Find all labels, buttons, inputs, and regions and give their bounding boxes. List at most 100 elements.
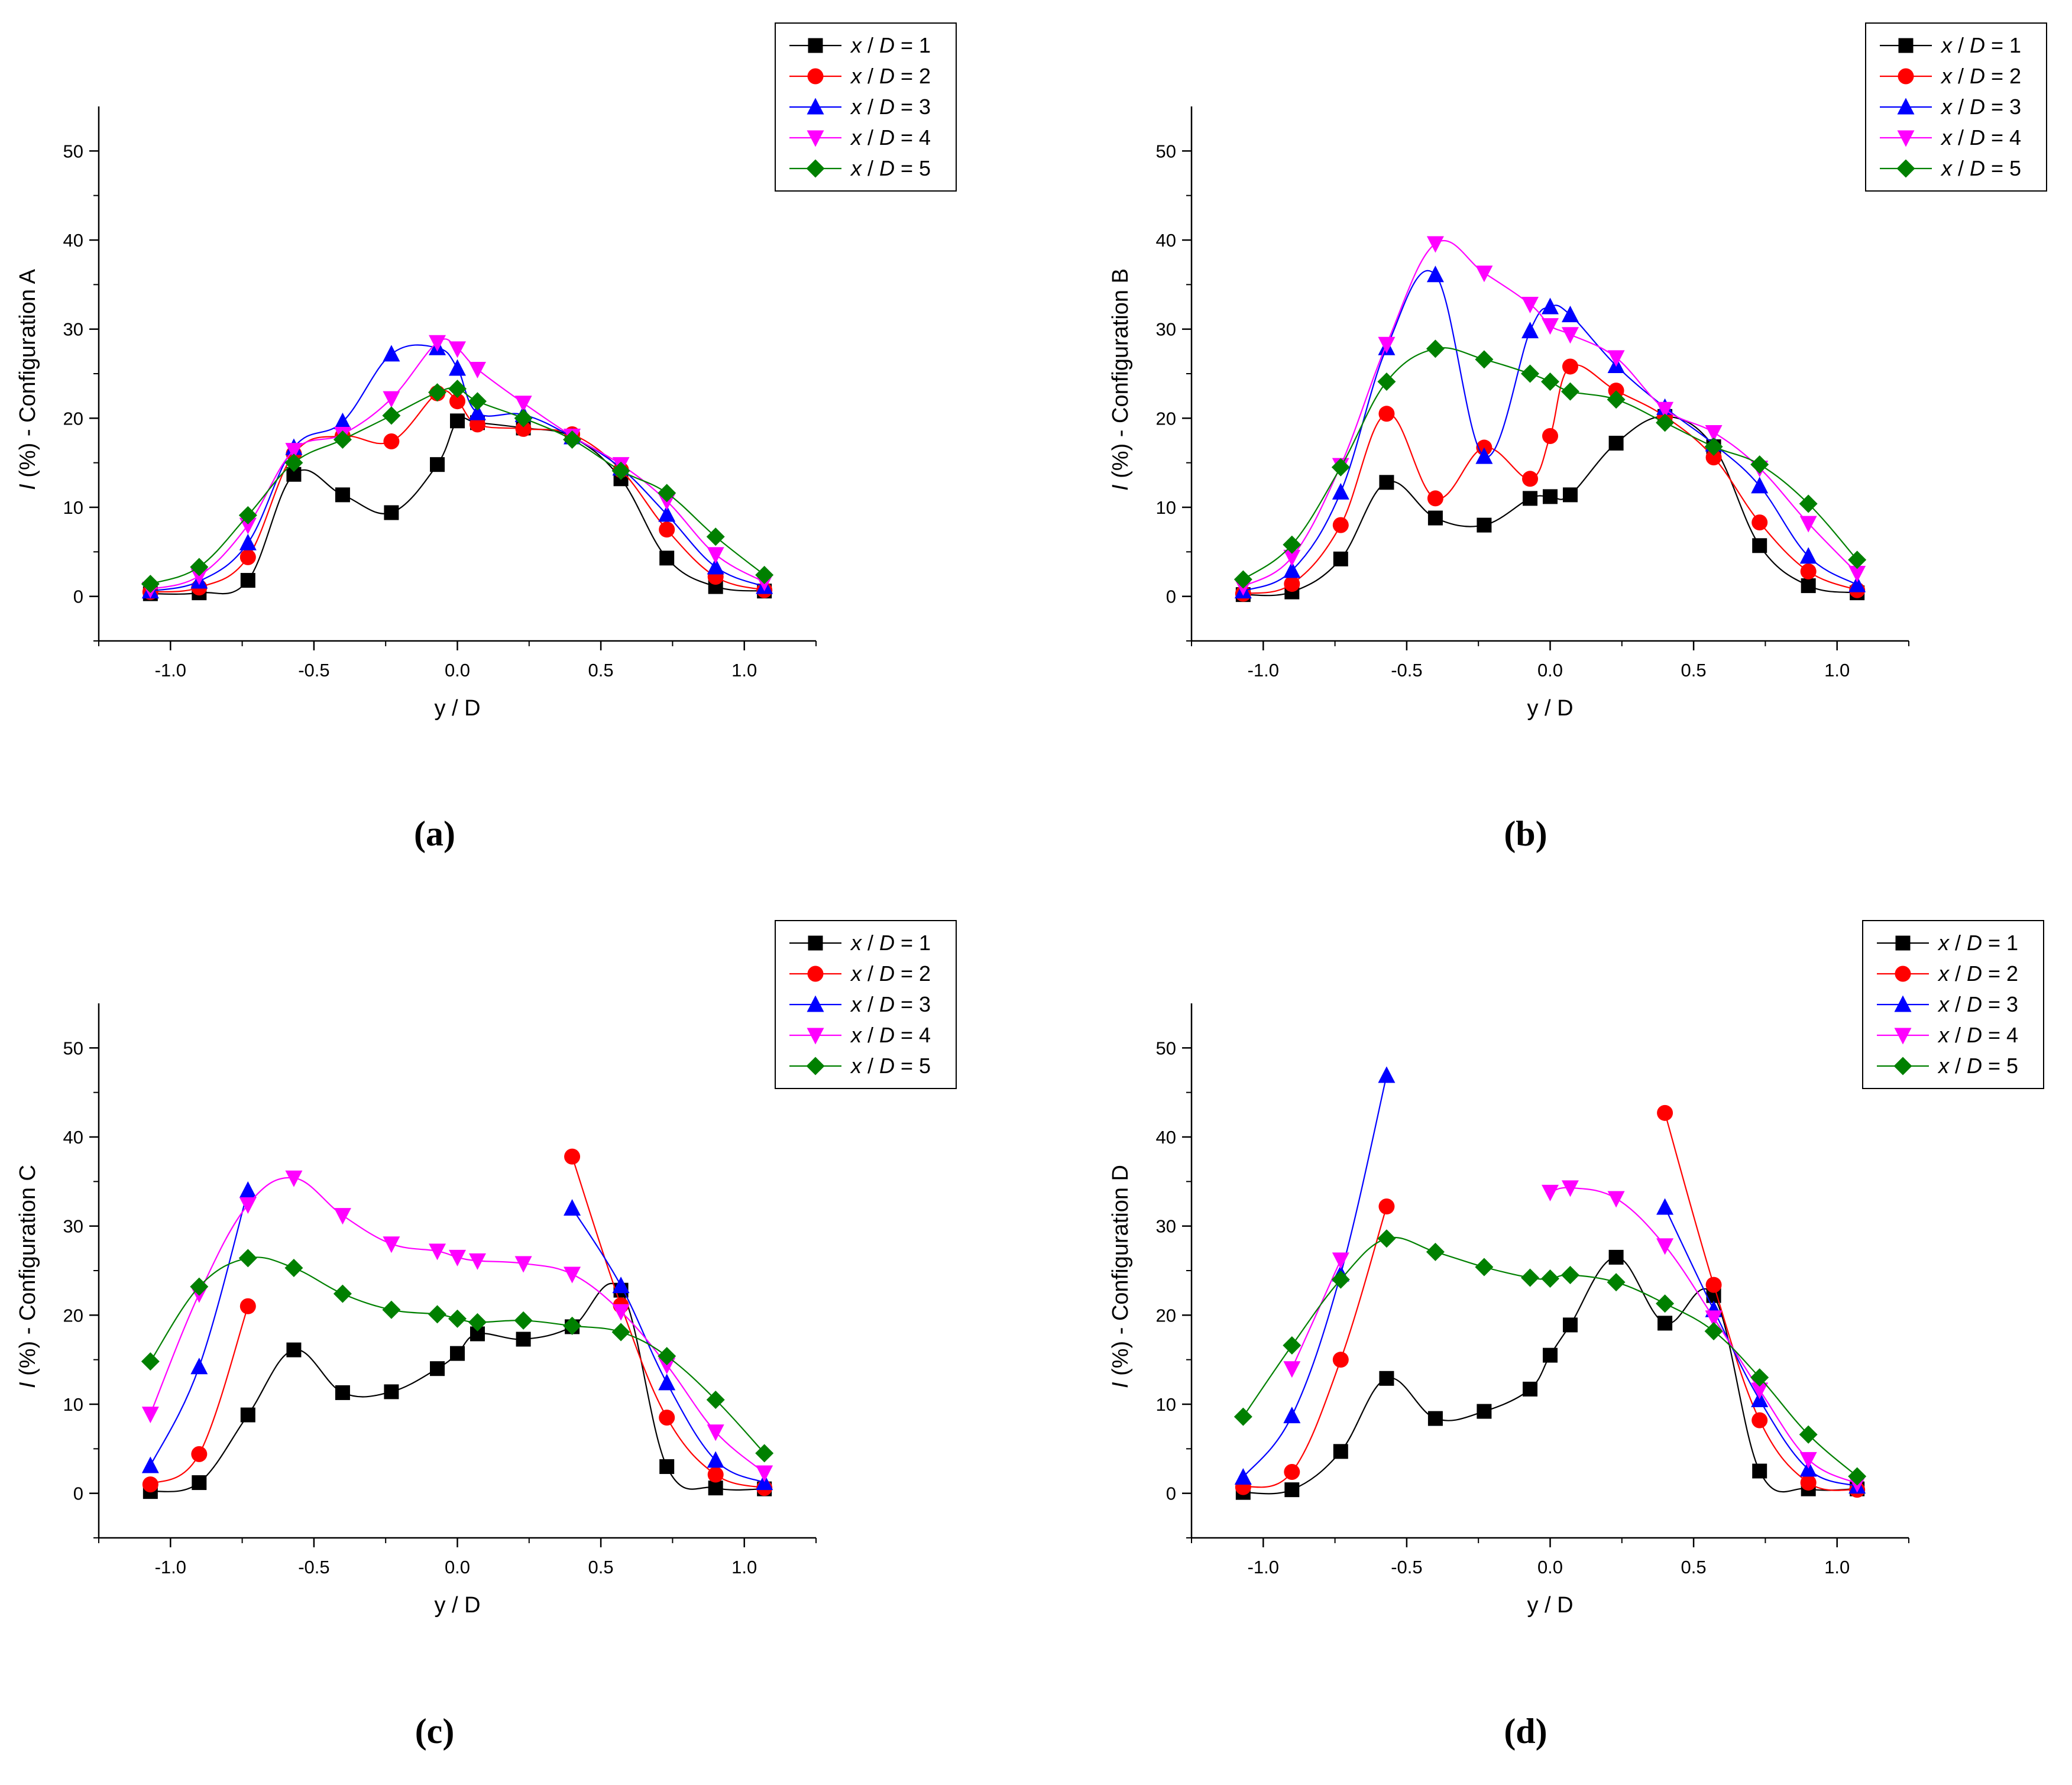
legend-marker [808,935,823,951]
x-tick-label: 0.5 [1681,660,1707,681]
data-point [516,1332,531,1347]
data-point [1607,1191,1625,1208]
data-point [468,392,487,411]
x-tick-label: 1.0 [1824,660,1850,681]
y-tick-label: 20 [1156,408,1176,429]
data-point [1541,1269,1559,1288]
series-x-d-3 [141,338,773,599]
y-tick-label: 40 [1156,1127,1176,1148]
data-point [658,484,676,503]
data-point [1751,477,1769,494]
data-point [192,1475,207,1491]
legend-marker [807,68,824,85]
data-point [429,335,446,352]
data-point [1521,1268,1540,1287]
data-point [1426,1242,1445,1261]
data-point [707,558,724,575]
y-axis-title: I (%) - Configuration C [15,1165,40,1388]
data-point [706,527,725,546]
data-point [1477,517,1492,533]
data-point [1378,336,1396,354]
legend-marker [1893,1057,1912,1075]
data-point [658,505,676,522]
data-point [1542,427,1558,444]
data-point [450,1346,465,1361]
x-tick-label: -1.0 [1248,1557,1279,1577]
data-point [1542,297,1559,315]
data-point [1523,1381,1538,1397]
data-point [142,1476,158,1493]
data-point [1378,406,1395,422]
x-axis-title: y / D [434,1593,480,1618]
data-point [1283,549,1301,566]
series-line [571,1156,765,1489]
x-tick-label: 1.0 [731,1557,757,1577]
x-tick-label: -0.5 [298,660,329,681]
legend-label: x / D = 5 [1937,1054,2018,1078]
data-point [1704,438,1723,456]
legend-label: x / D = 5 [850,156,931,180]
data-point [239,1298,256,1314]
data-point [190,1277,209,1296]
y-tick-label: 30 [1156,1216,1176,1237]
legend-marker [1897,98,1915,115]
data-point [469,416,485,433]
data-point [1543,1347,1558,1363]
data-point [659,550,675,566]
y-tick-label: 50 [63,1038,83,1058]
legend-marker [1898,68,1914,85]
data-point [1705,425,1723,442]
series-x-d-5 [141,380,774,594]
data-point [239,517,257,534]
legend: x / D = 1 x / D = 2 x / D = 3 x / D = 4 x / … [775,920,957,1089]
data-point [1848,550,1867,569]
x-tick-label: -1.0 [155,1557,186,1577]
data-point [1800,563,1817,579]
data-point [383,1236,400,1253]
data-point [1752,538,1767,553]
data-point [1284,1482,1300,1498]
data-point [1656,1198,1674,1215]
data-point [430,1361,445,1376]
data-point [1561,327,1579,344]
data-point [707,1424,724,1441]
legend-marker [807,1028,824,1045]
data-point [1332,1252,1349,1269]
legend-marker [1898,38,1914,53]
x-tick-label: 1.0 [1824,1557,1850,1577]
x-tick-label: 0.0 [1537,1557,1563,1577]
x-tick-label: 0.5 [1681,1557,1707,1577]
data-point [1704,1321,1723,1340]
data-point [1331,1270,1350,1289]
data-point [1799,494,1818,513]
data-point [1656,1238,1674,1255]
data-point [658,1347,676,1366]
data-point [1426,236,1444,253]
data-point [1427,490,1443,507]
data-point [1427,510,1443,526]
data-point [1607,1273,1626,1292]
data-point [755,1444,774,1463]
legend-label: x / D = 4 [850,125,931,150]
x-tick-label: 0.0 [445,660,470,681]
x-tick-label: -0.5 [1391,660,1422,681]
data-point [1562,487,1578,503]
data-point [141,1456,159,1473]
series-line [571,1207,765,1483]
data-point [141,575,160,594]
data-point [1475,1258,1494,1277]
y-tick-label: 10 [1156,497,1176,518]
data-point [448,1309,467,1328]
data-point [658,1373,676,1391]
data-point [1332,482,1349,500]
data-point [612,1277,630,1294]
legend-label: x / D = 2 [850,961,931,986]
series-x-d-1 [143,413,772,601]
data-point [468,403,486,420]
data-point [1475,350,1494,369]
y-tick-label: 40 [1156,230,1176,251]
data-point [564,1148,581,1165]
chart-panel-c: 0 10 20 30 40 50 -1.0 -0.5 0.0 0.5 1.0 y / D I (%) -… [15,920,957,1751]
data-point [1800,1475,1817,1491]
x-tick-label: -1.0 [1248,660,1279,681]
